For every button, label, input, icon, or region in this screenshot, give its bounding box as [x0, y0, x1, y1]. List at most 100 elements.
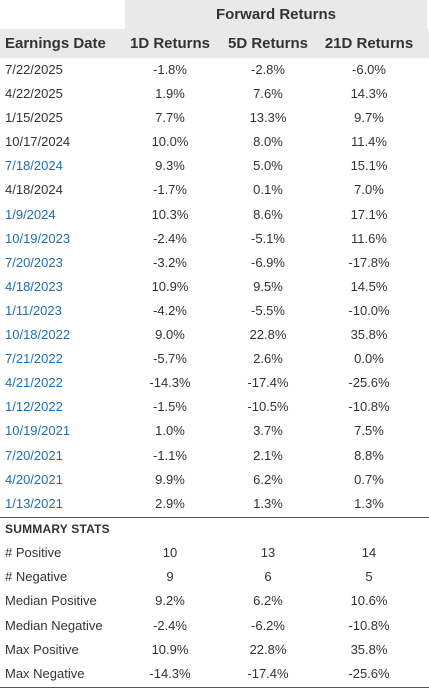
- earnings-date-cell[interactable]: 10/19/2023: [5, 230, 71, 246]
- earnings-date-cell: 4/18/2024: [5, 182, 63, 198]
- summary-label: Max Negative: [5, 665, 85, 681]
- summary-divider-bottom: [0, 687, 429, 688]
- return-21d-cell: 7.0%: [354, 182, 384, 198]
- return-1d-cell: 1.9%: [155, 86, 185, 102]
- earnings-date-cell: 1/15/2025: [5, 110, 63, 126]
- table-row: 10/19/2021 1.0% 3.7% 7.5%: [0, 419, 429, 443]
- earnings-date-cell[interactable]: 4/21/2022: [5, 375, 63, 391]
- earnings-date-cell[interactable]: 4/18/2023: [5, 278, 63, 294]
- summary-1d-value: -14.3%: [149, 665, 191, 681]
- earnings-date-cell[interactable]: 7/20/2021: [5, 447, 63, 463]
- summary-label: Median Negative: [5, 617, 103, 633]
- summary-21d-value: -25.6%: [348, 665, 390, 681]
- earnings-date-cell[interactable]: 1/13/2021: [5, 495, 63, 511]
- return-21d-cell: 7.5%: [354, 423, 384, 439]
- summary-label: Max Positive: [5, 641, 79, 657]
- summary-5d-value: 6.2%: [253, 593, 283, 609]
- summary-label: # Negative: [5, 569, 68, 585]
- return-21d-cell: -25.6%: [348, 375, 390, 391]
- earnings-date-cell[interactable]: 1/9/2024: [5, 206, 56, 222]
- return-5d-cell: 2.1%: [253, 447, 283, 463]
- return-21d-cell: -10.0%: [348, 302, 390, 318]
- return-5d-cell: -5.5%: [251, 302, 285, 318]
- summary-1d-value: 9: [166, 569, 174, 585]
- table-row: 4/21/2022 -14.3% -17.4% -25.6%: [0, 371, 429, 395]
- forward-returns-label: Forward Returns: [215, 6, 336, 23]
- summary-stats-body: # Positive 10 13 14 # Negative 9 6 5 Median Posi…: [0, 541, 429, 686]
- summary-divider-top: [0, 517, 429, 518]
- summary-5d-value: 22.8%: [249, 641, 287, 657]
- return-21d-cell: -6.0%: [352, 62, 386, 77]
- table-row: 1/9/2024 10.3% 8.6% 17.1%: [0, 203, 429, 227]
- table-row: 10/19/2023 -2.4% -5.1% 11.6%: [0, 227, 429, 251]
- return-21d-cell: 35.8%: [350, 327, 388, 343]
- summary-21d-value: -10.8%: [348, 617, 390, 633]
- table-row: 7/21/2022 -5.7% 2.6% 0.0%: [0, 347, 429, 371]
- earnings-date-cell[interactable]: 7/18/2024: [5, 158, 63, 174]
- return-5d-cell: 2.6%: [253, 351, 283, 367]
- summary-row: # Negative 9 6 5: [0, 565, 429, 589]
- return-5d-cell: 22.8%: [249, 327, 287, 343]
- return-5d-cell: -5.1%: [251, 230, 285, 246]
- return-5d-cell: 8.0%: [253, 134, 283, 150]
- return-1d-cell: -1.5%: [153, 399, 187, 415]
- earnings-date-cell[interactable]: 10/18/2022: [5, 327, 71, 343]
- return-1d-cell: -1.7%: [153, 182, 187, 198]
- table-row: 7/20/2023 -3.2% -6.9% -17.8%: [0, 251, 429, 275]
- return-5d-cell: -17.4%: [247, 375, 289, 391]
- earnings-date-cell: 7/22/2025: [5, 62, 63, 77]
- earnings-date-cell: 4/22/2025: [5, 86, 63, 102]
- return-1d-cell: 9.9%: [155, 471, 185, 487]
- table-row: 4/20/2021 9.9% 6.2% 0.7%: [0, 468, 429, 492]
- summary-5d-value: 13: [260, 545, 276, 560]
- summary-21d-value: 5: [365, 569, 373, 585]
- table-row: 4/18/2023 10.9% 9.5% 14.5%: [0, 275, 429, 299]
- return-21d-cell: 11.6%: [351, 230, 387, 246]
- return-21d-cell: -17.8%: [348, 254, 390, 270]
- summary-1d-value: -2.4%: [153, 617, 187, 633]
- return-1d-cell: -1.1%: [153, 447, 187, 463]
- table-row: 4/22/2025 1.9% 7.6% 14.3%: [0, 82, 429, 106]
- return-1d-cell: -1.8%: [153, 62, 187, 77]
- earnings-date-cell: 10/17/2024: [5, 134, 71, 150]
- return-21d-cell: 14.5%: [350, 278, 388, 294]
- table-row: 1/11/2023 -4.2% -5.5% -10.0%: [0, 299, 429, 323]
- return-1d-cell: 10.9%: [151, 278, 189, 294]
- earnings-date-cell[interactable]: 1/12/2022: [5, 399, 63, 415]
- table-row: 7/22/2025 -1.8% -2.8% -6.0%: [0, 58, 429, 82]
- return-5d-cell: 6.2%: [253, 471, 283, 487]
- table-row: 1/12/2022 -1.5% -10.5% -10.8%: [0, 395, 429, 419]
- column-header-row: Earnings Date 1D Returns 5D Returns 21D …: [0, 29, 429, 58]
- summary-1d-value: 9.2%: [155, 593, 185, 609]
- summary-label: # Positive: [5, 545, 62, 560]
- return-5d-cell: 7.6%: [253, 86, 283, 102]
- return-21d-cell: 8.8%: [354, 447, 384, 463]
- column-header-earnings-date: Earnings Date: [5, 35, 106, 52]
- earnings-date-cell[interactable]: 1/11/2023: [5, 302, 62, 318]
- return-1d-cell: 7.7%: [155, 110, 185, 126]
- earnings-date-cell[interactable]: 7/20/2023: [5, 254, 63, 270]
- return-5d-cell: 8.6%: [253, 206, 283, 222]
- return-1d-cell: -4.2%: [153, 302, 187, 318]
- return-1d-cell: -5.7%: [153, 351, 187, 367]
- return-1d-cell: -14.3%: [149, 375, 191, 391]
- return-5d-cell: -6.9%: [251, 254, 285, 270]
- return-21d-cell: 15.1%: [350, 158, 388, 174]
- return-5d-cell: 13.3%: [249, 110, 287, 126]
- table-body: 7/22/2025 -1.8% -2.8% -6.0% 4/22/2025 1.9% 7.6…: [0, 58, 429, 516]
- return-1d-cell: 9.0%: [155, 327, 185, 343]
- earnings-date-cell[interactable]: 4/20/2021: [5, 471, 63, 487]
- return-1d-cell: 10.3%: [151, 206, 189, 222]
- return-5d-cell: -2.8%: [251, 62, 285, 77]
- summary-1d-value: 10.9%: [151, 641, 189, 657]
- return-1d-cell: -3.2%: [153, 254, 187, 270]
- earnings-date-cell[interactable]: 7/21/2022: [5, 351, 63, 367]
- return-5d-cell: -10.5%: [247, 399, 289, 415]
- earnings-date-cell[interactable]: 10/19/2021: [5, 423, 71, 439]
- return-1d-cell: 2.9%: [155, 495, 185, 511]
- summary-row: Max Negative -14.3% -17.4% -25.6%: [0, 662, 429, 686]
- table-row: 7/18/2024 9.3% 5.0% 15.1%: [0, 154, 429, 178]
- table-row: 1/13/2021 2.9% 1.3% 1.3%: [0, 492, 429, 516]
- return-5d-cell: 1.3%: [253, 495, 283, 511]
